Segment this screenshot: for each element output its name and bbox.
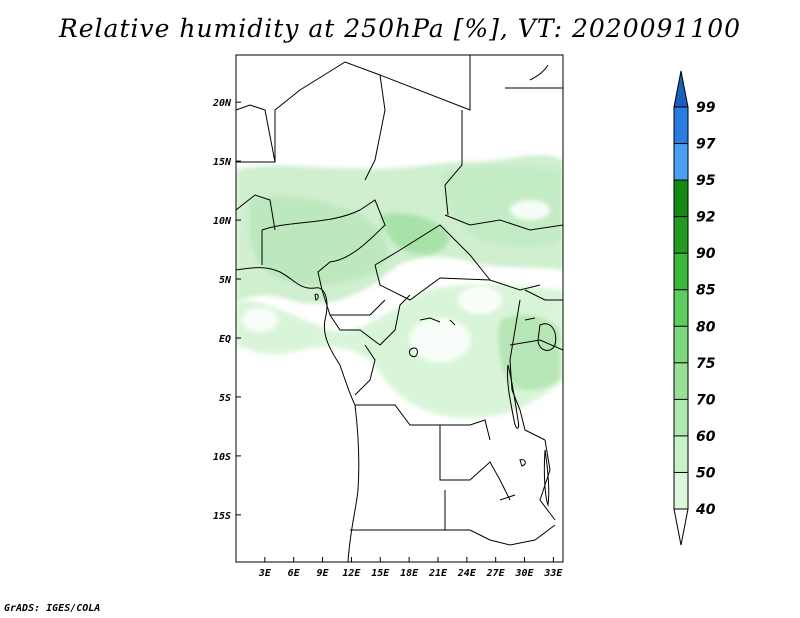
colorbar-segment	[674, 289, 688, 327]
colorbar-label: 92	[696, 210, 715, 226]
border-chad-car	[374, 264, 541, 301]
humidity-area-central	[236, 284, 563, 418]
colorbar-segment	[674, 107, 688, 144]
colorbar-segment	[674, 472, 688, 509]
colorbar-label: 60	[696, 429, 716, 445]
grads-credit: GrADS: IGES/COLA	[4, 603, 101, 614]
x-tick-label: 9E	[317, 568, 330, 579]
colorbar-label: 80	[696, 319, 716, 335]
y-tick-label: 10N	[213, 216, 232, 227]
y-tick-label: 5N	[219, 275, 232, 286]
colorbar-label: 50	[696, 465, 716, 481]
y-tick-label: 15S	[213, 511, 231, 522]
colorbar-segment	[674, 253, 688, 290]
colorbar-label: 75	[696, 356, 716, 372]
border-namibia	[350, 490, 446, 531]
border-car-north	[374, 224, 491, 281]
x-tick-label: 12E	[342, 568, 361, 579]
lake-small-3	[314, 293, 319, 301]
colorbar-segment	[674, 326, 688, 363]
border-drc-east	[509, 299, 546, 441]
y-tick-label: 20N	[212, 98, 232, 109]
river-congo-3	[524, 317, 536, 321]
y-tick-label: EQ	[219, 334, 231, 345]
river-congo-1	[419, 317, 441, 323]
y-tick-label: 15N	[213, 157, 232, 168]
colorbar-label: 97	[696, 137, 716, 153]
colorbar-label: 99	[696, 100, 716, 116]
border-west-1	[236, 194, 276, 231]
y-axis-ticks: 20N 15N 10N 5N EQ 5S 10S 15S	[212, 98, 241, 522]
colorbar-segment	[674, 362, 688, 400]
humidity-area-northeast	[440, 165, 563, 248]
colorbar-segment	[674, 435, 688, 473]
border-sudan	[444, 214, 563, 231]
border-east-3	[539, 439, 556, 521]
lake-small-1	[409, 347, 418, 357]
border-east-1	[524, 289, 563, 301]
colorbar-upper-triangle	[673, 70, 689, 108]
border-zambia-south	[445, 524, 556, 546]
colorbar-label: 85	[696, 283, 716, 299]
x-tick-label: 24E	[457, 568, 477, 579]
humidity-area-west	[248, 195, 389, 286]
colorbar-lower-triangle	[673, 508, 689, 546]
colorbar-label: 95	[696, 173, 716, 189]
x-tick-label: 15E	[371, 568, 390, 579]
colorbar-segment	[674, 180, 688, 217]
border-gabon-congo	[329, 294, 411, 346]
lake-small-2	[519, 459, 526, 467]
border-north-3	[379, 55, 471, 111]
border-cameroon	[321, 289, 386, 316]
x-axis-ticks: 3E 6E 9E 12E 15E 18E 21E 24E 27E 30E 33E	[258, 557, 563, 579]
lake-malawi	[543, 449, 550, 507]
x-tick-label: 21E	[428, 568, 448, 579]
border-angola-zambia	[439, 425, 511, 501]
humidity-area-east-lakes	[498, 314, 560, 391]
colorbar-label: 70	[696, 392, 716, 408]
colorbar-segment	[674, 216, 688, 254]
border-north-4	[444, 110, 463, 216]
humidity-area-central-moist	[380, 213, 449, 255]
humidity-field	[236, 155, 563, 418]
colorbar-segment	[674, 399, 688, 436]
colorbar-segment	[674, 143, 688, 181]
chart-title: Relative humidity at 250hPa [%], VT: 202…	[58, 14, 742, 43]
sinai-coast	[529, 64, 549, 81]
colorbar-label: 40	[695, 502, 716, 518]
x-tick-label: 18E	[400, 568, 419, 579]
border-north-1	[236, 104, 276, 163]
border-drc-west	[354, 344, 376, 396]
map-frame	[235, 54, 564, 563]
coastline	[236, 267, 360, 562]
colorbar: 40 50 60 70 75 80 85 90 92 95 97 99	[673, 70, 716, 546]
lake-victoria	[537, 323, 557, 351]
y-tick-label: 10S	[213, 452, 231, 463]
x-tick-label: 30E	[514, 568, 534, 579]
x-tick-label: 33E	[543, 568, 563, 579]
border-nigeria	[261, 199, 386, 291]
x-tick-label: 6E	[288, 568, 301, 579]
country-borders	[236, 55, 563, 562]
border-north-2	[274, 61, 386, 181]
x-tick-label: 3E	[258, 568, 272, 579]
y-tick-label: 5S	[219, 393, 231, 404]
colorbar-label: 90	[696, 246, 716, 262]
border-east-2	[509, 339, 563, 351]
x-tick-label: 27E	[486, 568, 506, 579]
lake-kariba	[499, 494, 516, 501]
river-congo-2	[449, 319, 456, 326]
lake-tanganyika	[507, 364, 519, 429]
